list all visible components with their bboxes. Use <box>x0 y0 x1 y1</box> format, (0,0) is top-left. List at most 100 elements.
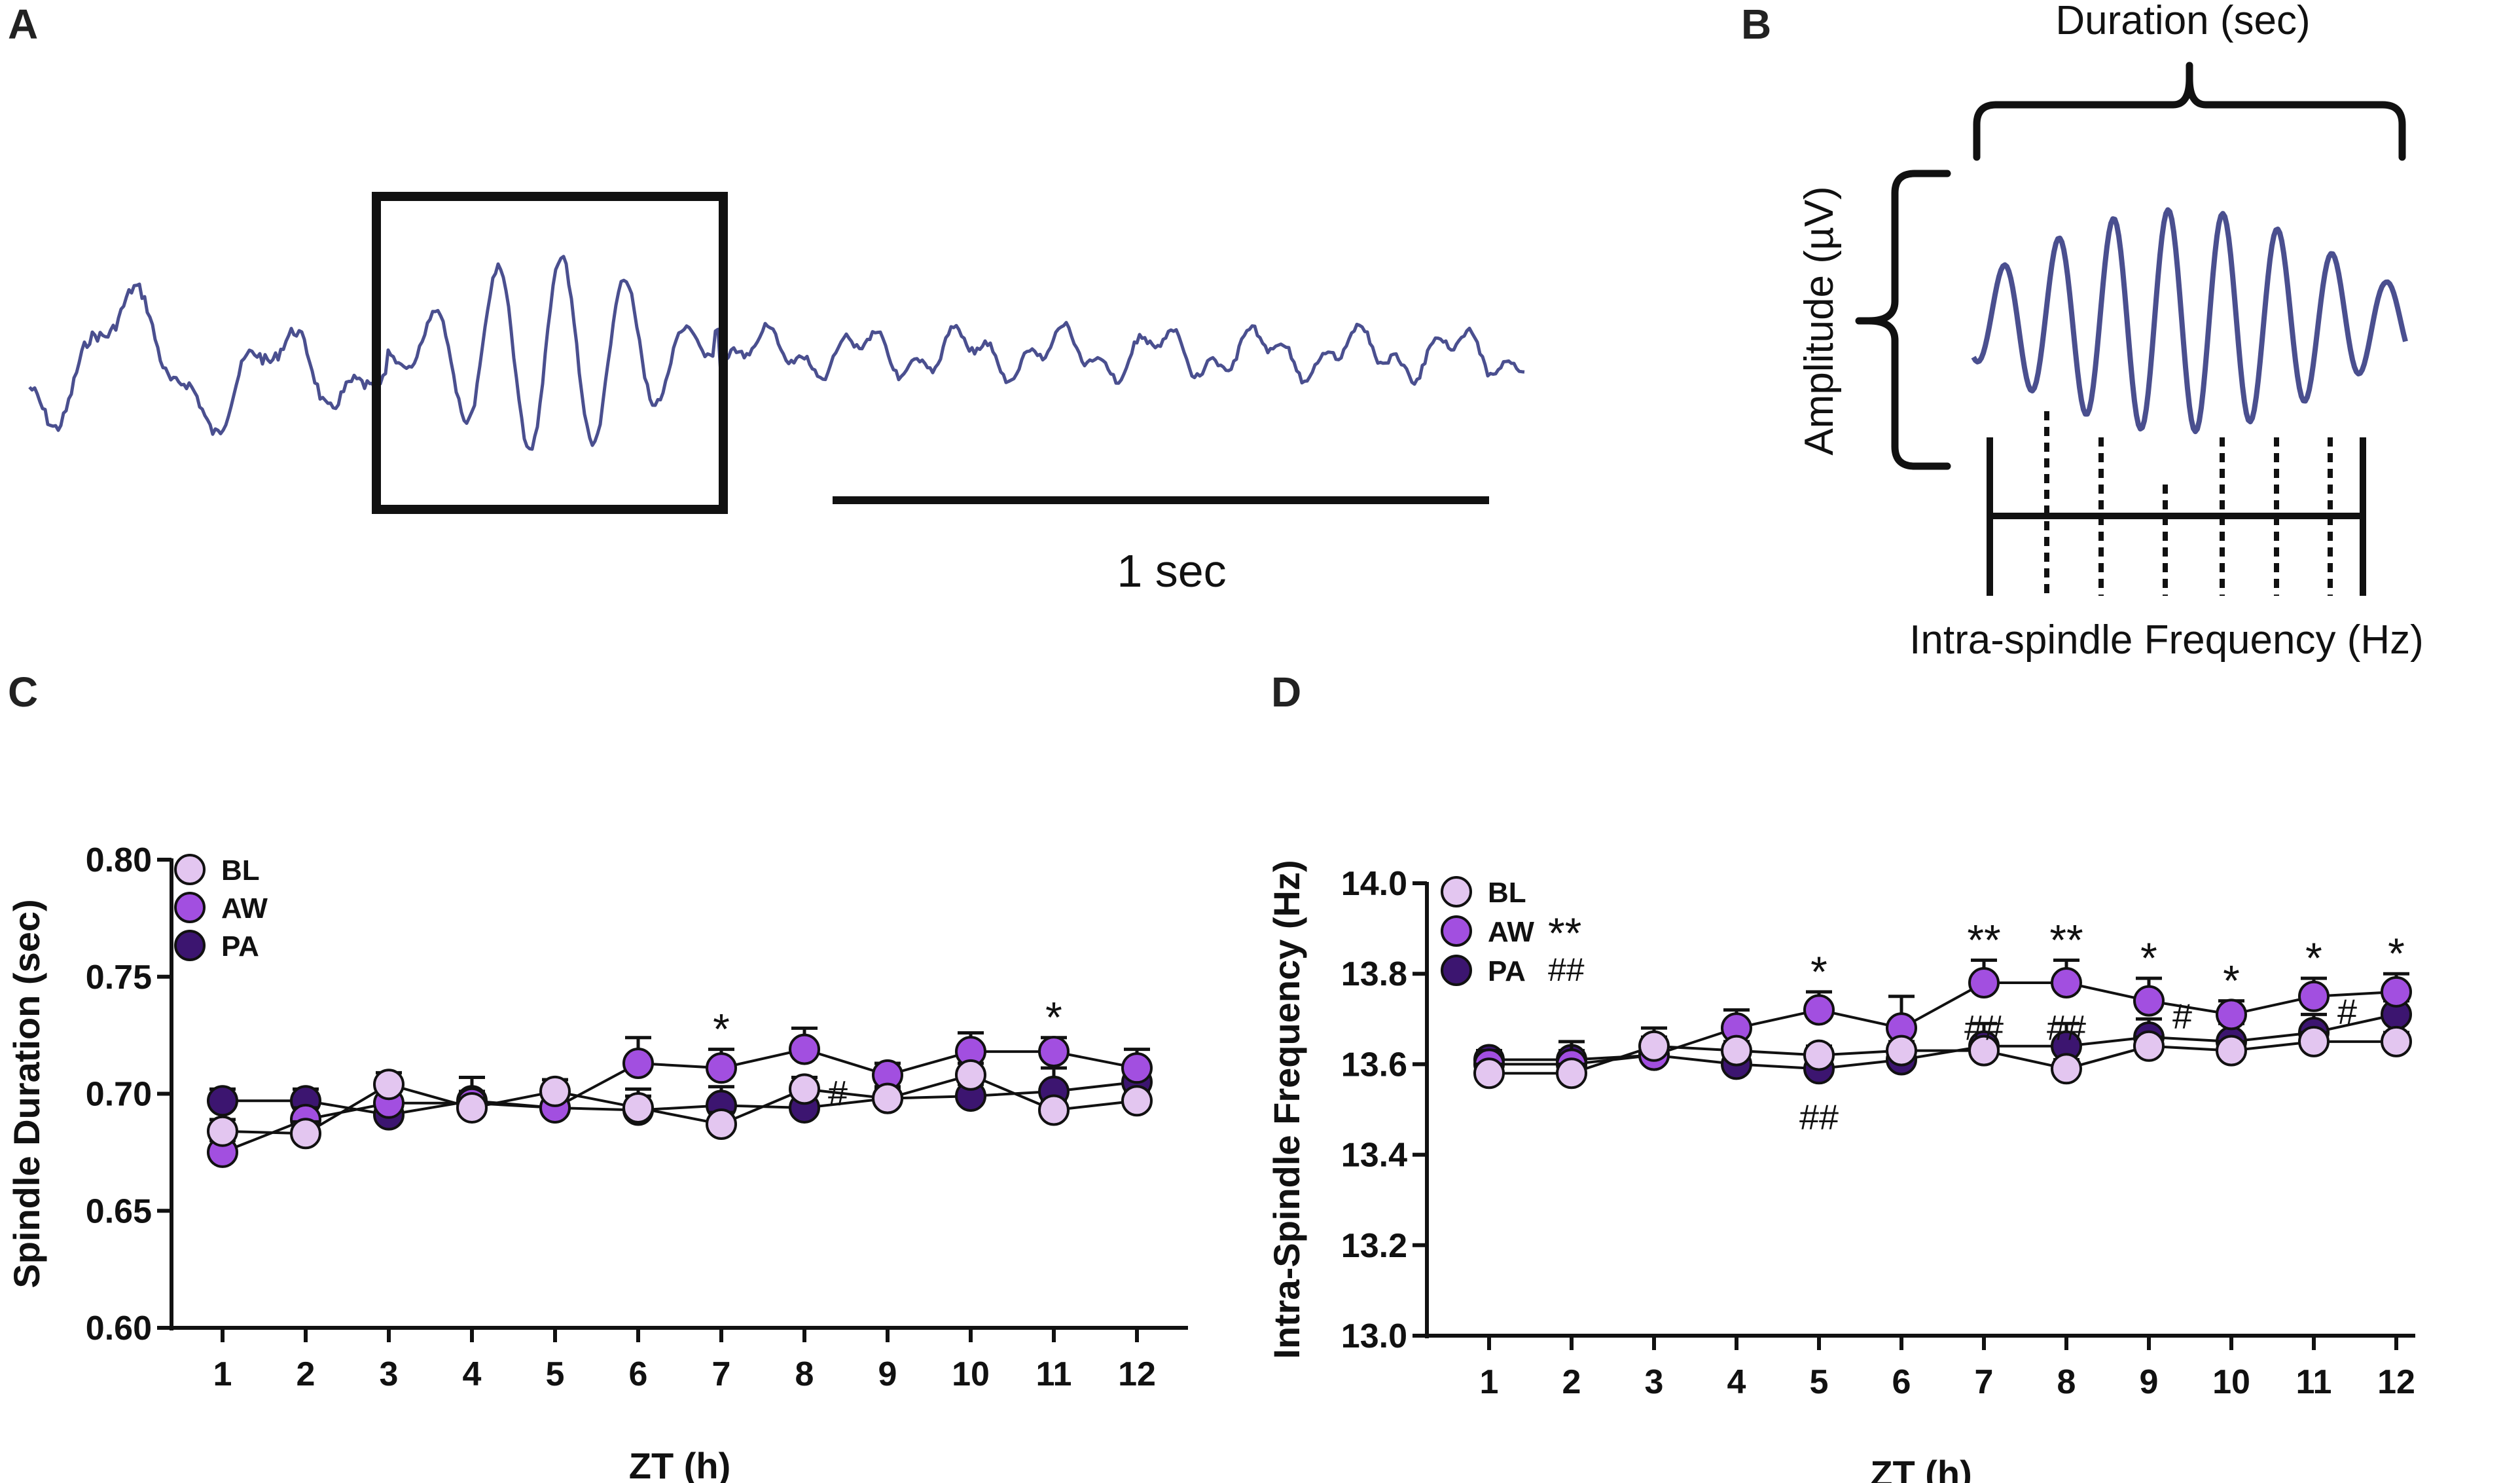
legend-label-aw: AW <box>1488 916 1534 948</box>
legend-marker-aw <box>1441 915 1472 947</box>
y-tick-label: 14.0 <box>1341 865 1407 903</box>
series-line <box>222 1073 1138 1135</box>
significance-mark: * <box>1045 993 1062 1042</box>
panel-letter-b: B <box>1741 1 1772 48</box>
x-tick-label: 5 <box>546 1355 565 1393</box>
y-tick-label: 13.4 <box>1341 1137 1407 1175</box>
significance-mark: ## <box>1964 1008 2004 1048</box>
x-tick-label: 12 <box>2377 1363 2415 1401</box>
chart-d: 13.013.213.413.613.814.01 2 3 4 5 6 7 8 9 10 11 12Z… <box>1266 860 2415 1483</box>
amplitude-label: Amplitude (µV) <box>1797 186 1842 455</box>
x-tick-label: 4 <box>463 1355 482 1393</box>
duration-brace <box>1973 62 2406 161</box>
data-point-bl <box>622 1091 654 1124</box>
series-bl <box>207 1059 1153 1150</box>
data-point-aw <box>789 1033 820 1065</box>
data-point-bl <box>1803 1039 1835 1071</box>
significance-mark: ** <box>2049 915 2083 964</box>
series-pa <box>207 1061 1153 1131</box>
x-tick-label: 2 <box>1562 1363 1581 1401</box>
data-point-bl <box>373 1069 405 1101</box>
x-tick-label: 11 <box>2296 1363 2332 1401</box>
panel-b: Duration (sec) Amplitude (µV) Intra-spin… <box>1797 0 2424 663</box>
significance-mark: ## <box>1799 1097 1839 1137</box>
data-point-bl <box>2298 1025 2330 1057</box>
x-tick-label: 10 <box>2212 1363 2250 1401</box>
data-point-aw <box>2216 998 2247 1031</box>
series-aw <box>1473 958 2412 1080</box>
data-point-bl <box>207 1115 238 1147</box>
eeg-trace <box>28 255 1525 451</box>
legend-significance: ** <box>1548 909 1581 957</box>
data-point-aw <box>2133 985 2165 1017</box>
series-aw <box>207 1026 1153 1168</box>
y-axis-label: Intra-Spindle Frequency (Hz) <box>1266 860 1307 1359</box>
x-tick-label: 7 <box>712 1355 731 1393</box>
panel-letter-a: A <box>8 1 39 48</box>
spindle-box <box>372 192 728 514</box>
legend-label-bl: BL <box>1488 877 1526 909</box>
y-tick-label: 13.0 <box>1341 1317 1407 1355</box>
significance-mark: # <box>828 1074 848 1113</box>
x-tick-label: 2 <box>297 1355 315 1393</box>
significance-mark: * <box>2305 934 2322 982</box>
x-tick-label: 8 <box>2057 1363 2076 1401</box>
data-point-bl <box>2133 1030 2165 1062</box>
significance-mark: * <box>713 1005 730 1053</box>
x-tick-label: 12 <box>1118 1355 1156 1393</box>
significance-mark: ** <box>1967 915 2000 964</box>
y-tick-label: 0.70 <box>86 1076 152 1114</box>
legend-label-pa: PA <box>221 930 259 962</box>
amplitude-brace <box>1855 170 1951 470</box>
series-pa <box>1473 998 2412 1085</box>
data-point-bl <box>1638 1030 1670 1062</box>
legend-marker-pa <box>174 930 206 961</box>
data-point-bl <box>955 1059 986 1091</box>
y-axis-label: Spindle Duration (sec) <box>6 899 47 1288</box>
x-tick-label: 3 <box>1645 1363 1664 1401</box>
data-point-aw <box>1121 1052 1153 1084</box>
y-tick-label: 0.60 <box>86 1309 152 1347</box>
x-tick-label: 9 <box>2140 1363 2159 1401</box>
series-bl <box>1473 1025 2412 1089</box>
x-tick-label: 7 <box>1975 1363 1994 1401</box>
data-point-bl <box>1121 1085 1153 1117</box>
series-line <box>1489 1013 2397 1071</box>
data-point-bl <box>1473 1057 1505 1089</box>
x-tick-label: 10 <box>952 1355 990 1393</box>
legend-marker-aw <box>174 892 206 923</box>
y-tick-label: 13.2 <box>1341 1227 1407 1265</box>
data-point-bl <box>1556 1057 1587 1089</box>
panel-letter-d: D <box>1271 668 1302 716</box>
legend-label-aw: AW <box>221 892 268 925</box>
x-tick-label: 11 <box>1036 1355 1072 1393</box>
significance-mark: # <box>2337 992 2357 1031</box>
significance-mark: * <box>2140 934 2157 982</box>
data-point-aw <box>1968 967 2000 999</box>
significance-mark: * <box>2388 929 2405 978</box>
x-tick-label: 1 <box>213 1355 232 1393</box>
spindle-trace <box>1971 207 2408 435</box>
legend-label-pa: PA <box>1488 955 1526 987</box>
frequency-label: Intra-spindle Frequency (Hz) <box>1909 617 2424 663</box>
panel-letter-c: C <box>8 668 39 716</box>
panel-a: 1 sec <box>28 192 1525 596</box>
data-point-bl <box>539 1075 571 1107</box>
x-tick-label: 4 <box>1727 1363 1746 1401</box>
data-point-aw <box>706 1052 737 1084</box>
data-point-bl <box>789 1073 820 1105</box>
y-tick-label: 0.75 <box>86 959 152 997</box>
legend-label-bl: BL <box>221 854 260 887</box>
data-point-bl <box>1886 1034 1917 1067</box>
data-point-pa <box>207 1085 238 1117</box>
x-tick-label: 1 <box>1480 1363 1499 1401</box>
data-point-aw <box>1038 1036 1070 1068</box>
x-axis-label: ZT (h) <box>629 1445 730 1483</box>
data-point-aw <box>622 1048 654 1080</box>
data-point-bl <box>2216 1034 2247 1067</box>
data-point-bl <box>1721 1034 1752 1067</box>
x-tick-label: 3 <box>380 1355 399 1393</box>
duration-label: Duration (sec) <box>2055 0 2310 43</box>
data-point-bl <box>2051 1053 2082 1085</box>
